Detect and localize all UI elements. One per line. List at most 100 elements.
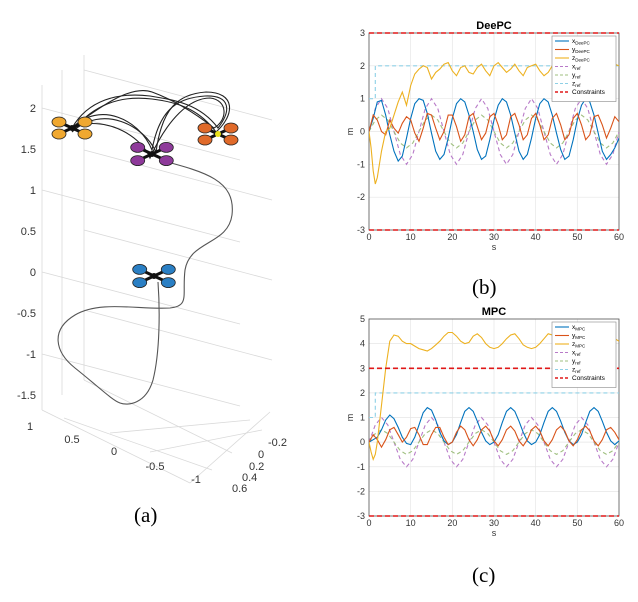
legend-entry: Constraints [572, 375, 606, 382]
quadrotor-rotor [223, 122, 239, 134]
chart-title: DeePC [476, 20, 512, 32]
legend-entry: xref [572, 350, 581, 358]
y-tick-label: -1 [357, 462, 365, 472]
series-line-z-ref [369, 65, 619, 100]
x-tick-label: 1 [27, 421, 33, 433]
quadrotor-rotor [130, 141, 146, 153]
legend-entry-base: y [572, 47, 576, 54]
legend-entry: zMPC [572, 341, 586, 349]
panel-a-grid [41, 55, 273, 484]
grid-line [149, 429, 263, 453]
y-tick-label: 1 [360, 413, 365, 423]
y-tick-label: 0 [258, 449, 264, 461]
legend-entry-base: x [572, 38, 576, 45]
z-tick-label: 2 [30, 103, 36, 115]
z-tick-label: 1 [30, 185, 36, 197]
grid-line [63, 417, 213, 471]
legend-entry: zref [572, 367, 581, 375]
x-tick-label: 10 [406, 518, 416, 528]
series-line-x [369, 406, 619, 446]
legend-entry: yref [572, 72, 581, 80]
z-tick-label: 1.5 [21, 144, 36, 156]
legend: xDeePCyDeePCzDeePCxrefyrefzrefConstraint… [551, 35, 617, 102]
legend-entry-base: y [572, 358, 576, 365]
legend-entry-sub: ref [575, 369, 581, 374]
quadrotor-rotor [158, 155, 174, 167]
grid-line [41, 271, 241, 325]
x-tick-label: 60 [614, 518, 624, 528]
series-group [369, 329, 619, 517]
legend-box [551, 35, 617, 102]
grid-line [41, 353, 241, 407]
z-tick-label: -1.5 [17, 390, 36, 402]
legend-entry: yDeePC [572, 47, 591, 55]
x-axis-label: s [492, 528, 497, 538]
quadrotor-icon [130, 141, 174, 167]
y-tick-label: 2 [360, 61, 365, 71]
quadrotor-rotor [223, 134, 239, 146]
legend-entry-base: z [572, 81, 575, 88]
quadrotor-body [215, 131, 221, 137]
trajectory-path-top-2 [71, 91, 231, 154]
quadrotor-rotor [160, 277, 176, 289]
z-tick-label: -0.5 [17, 308, 36, 320]
panel-b-deepc-chart: 0 10 20 30 40 50 60-3-2-10123DeePCsmxDeePCyDee… [345, 20, 624, 252]
grid-line [41, 189, 241, 243]
legend-entry-sub: MPC [575, 335, 586, 340]
quadrotor-rotor [132, 277, 148, 289]
legend-entry-sub: ref [575, 83, 581, 88]
x-tick-label: 0 [111, 446, 117, 458]
y-tick-label: -3 [357, 511, 365, 521]
quadrotor-rotor [158, 141, 174, 153]
panel-c-mpc-chart: 0 10 20 30 40 50 60-3-2-1012345MPCsmxMPCyMPCzM… [345, 306, 624, 538]
z-tick-label: 0.5 [21, 226, 36, 238]
chart-title: MPC [482, 306, 507, 318]
x-tick-label: 20 [447, 518, 457, 528]
legend-entry-base: Constraints [572, 375, 606, 382]
trajectory-path-descent [57, 159, 233, 405]
grid-line [41, 409, 191, 484]
x-tick-label: 0 [366, 232, 371, 242]
x-tick-label: -1 [191, 474, 201, 486]
y-tick-label: 0 [360, 437, 365, 447]
y-tick-label: 0.2 [249, 461, 264, 473]
legend-entry-base: Constraints [572, 89, 606, 96]
legend-entry-sub: MPC [575, 344, 586, 349]
y-tick-label: -3 [357, 225, 365, 235]
legend-entry-base: x [572, 324, 576, 331]
grid-line [83, 69, 273, 121]
legend-entry: zDeePC [572, 55, 591, 63]
y-tick-label: 3 [360, 363, 365, 373]
legend-entry: yMPC [572, 333, 586, 341]
x-tick-label: 30 [489, 232, 499, 242]
y-tick-label: -0.2 [268, 437, 287, 449]
quadrotor-rotor [51, 116, 67, 128]
legend-entry-sub: ref [575, 75, 581, 80]
trajectory-paths [57, 90, 233, 405]
legend-entry-sub: DeePC [575, 49, 590, 54]
y-axis-label: m [345, 414, 355, 422]
x-tick-label: 0 [366, 518, 371, 528]
x-tick-label: 0.5 [64, 434, 79, 446]
series-line-y [369, 425, 619, 449]
panel-a-z-ticks: 2 1.5 1 0.5 0 -0.5 -1 -1.5 [17, 103, 36, 402]
legend-entry: zref [572, 81, 581, 89]
legend-entry-base: z [572, 367, 575, 374]
quadrotor-group [51, 116, 239, 289]
legend-entry-base: z [572, 55, 575, 62]
y-axis-label: m [345, 128, 355, 136]
panel-a-y-ticks: -0.2 00.20.40.6 [232, 437, 287, 495]
y-tick-label: 4 [360, 339, 365, 349]
y-tick-label: 0 [360, 127, 365, 137]
y-tick-label: -2 [357, 486, 365, 496]
quadrotor-body [69, 125, 75, 131]
quadrotor-rotor [160, 263, 176, 275]
x-tick-label: 50 [572, 518, 582, 528]
series-line-y [369, 112, 619, 143]
x-tick-label: 40 [531, 518, 541, 528]
x-tick-label: 30 [489, 518, 499, 528]
x-tick-label: 10 [406, 232, 416, 242]
y-tick-label: 0.4 [242, 472, 257, 484]
y-tick-label: 1 [360, 94, 365, 104]
